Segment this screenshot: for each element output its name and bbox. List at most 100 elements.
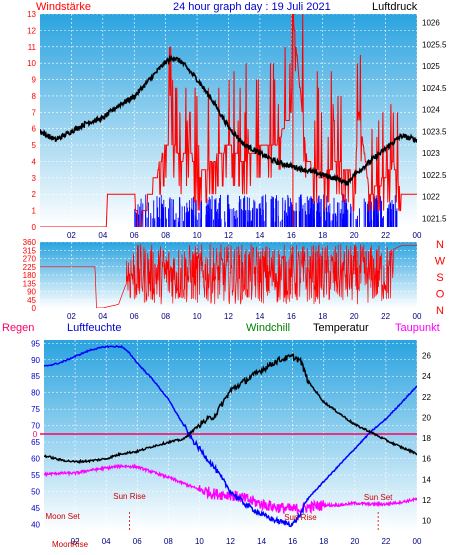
panel1-right-tick: 1023.5 xyxy=(422,127,447,136)
panel3-right-tick: 12 xyxy=(422,496,431,505)
panel2-left-tick: 360 xyxy=(23,238,37,247)
panel1-left-tick: 0 xyxy=(32,223,37,232)
astro-annotation: Sun Set xyxy=(364,493,393,502)
panel3-x-tick: 00 xyxy=(413,537,422,546)
panel2-left-tick: 270 xyxy=(23,255,37,264)
panel1-left-tick: 10 xyxy=(27,59,36,68)
legend-taupunkt: Taupunkt xyxy=(395,322,440,334)
panel1-left-tick: 5 xyxy=(32,141,37,150)
panel3-left-tick: 60 xyxy=(31,455,40,464)
panel2-x-tick: 14 xyxy=(255,312,264,321)
panel3-right-tick: 14 xyxy=(422,475,431,484)
panel3-x-tick: 10 xyxy=(195,537,204,546)
astro-annotation: Sun Rise xyxy=(284,513,317,522)
panel3-x-tick: 14 xyxy=(257,537,266,546)
panel3-x-tick: 08 xyxy=(164,537,173,546)
wind-speed-line xyxy=(40,14,417,227)
panel3-left-tick: 95 xyxy=(31,339,40,348)
panel1-right-tick: 1026 xyxy=(422,19,440,28)
legend-windchill: Windchill xyxy=(246,322,290,334)
panel2-series xyxy=(40,243,417,308)
panel1-left-tick: 2 xyxy=(32,190,37,199)
panel3-right-tick: 26 xyxy=(422,351,431,360)
temperature-line xyxy=(44,353,417,465)
panel1-x-tick: 00 xyxy=(413,231,422,240)
panel1-x-tick: 18 xyxy=(318,231,327,240)
panel2-x-tick: 20 xyxy=(350,312,359,321)
panel1-right-tick: 1025.5 xyxy=(422,40,447,49)
panel2-x-tick: 16 xyxy=(287,312,296,321)
astro-annotation: Sun Rise xyxy=(113,492,146,501)
panel3-right-tick: 22 xyxy=(422,393,431,402)
panel3-left-tick: 50 xyxy=(31,487,40,496)
compass-label: W xyxy=(435,256,446,268)
panel3-right-tick: 24 xyxy=(422,372,431,381)
panel1-left-tick: 9 xyxy=(32,76,37,85)
panel3-left-tick: 90 xyxy=(31,356,40,365)
panel1-x-tick: 14 xyxy=(255,231,264,240)
panel2-left-tick: 315 xyxy=(23,246,37,255)
panel1-right-tick: 1022.5 xyxy=(422,171,447,180)
panel1-x-tick: 22 xyxy=(381,231,390,240)
panel1-left-tick: 8 xyxy=(32,92,37,101)
panel3-left-tick: 55 xyxy=(31,471,40,480)
panel2-x-tick: 10 xyxy=(193,312,202,321)
panel1-left-tick: 11 xyxy=(28,43,37,52)
dewpoint-line xyxy=(44,463,417,515)
rain-zero-label: 0 xyxy=(33,430,38,439)
panel1-x-tick: 08 xyxy=(161,231,170,240)
panel2-x-tick: 08 xyxy=(161,312,170,321)
panel2-x-tick: 12 xyxy=(224,312,233,321)
panel1-right-tick: 1024 xyxy=(422,106,440,115)
panel3-right-tick: 16 xyxy=(422,455,431,464)
moonrise-label: MoonRise xyxy=(52,540,89,549)
panel1-left-tick: 7 xyxy=(32,108,37,117)
panel2-left-tick: 90 xyxy=(27,288,36,297)
panel1-x-tick: 10 xyxy=(193,231,202,240)
panel1-right-tick: 1025 xyxy=(422,62,440,71)
panel1-x-tick: 06 xyxy=(130,231,139,240)
compass-label: N xyxy=(436,239,444,251)
panel1-x-tick: 04 xyxy=(98,231,107,240)
panel3-left-tick: 75 xyxy=(31,405,40,414)
panel3-series xyxy=(44,344,417,528)
legend-luftfeuchte: Luftfeuchte xyxy=(67,322,121,334)
header-title: 24 hour graph day : 19 Juli 2021 xyxy=(173,1,331,13)
panel1-left-tick: 1 xyxy=(32,207,37,216)
panel1-left-tick: 12 xyxy=(27,26,36,35)
panel2-x-tick: 02 xyxy=(67,312,76,321)
panel2-x-tick: 06 xyxy=(130,312,139,321)
panel3-left-tick: 45 xyxy=(31,504,40,513)
panel3-x-tick: 02 xyxy=(71,537,80,546)
panel1-left-tick: 13 xyxy=(27,10,36,19)
panel1-left-tick: 4 xyxy=(32,157,37,166)
header-left-label: Windstärke xyxy=(36,1,91,13)
panel1-x-tick: 20 xyxy=(350,231,359,240)
pressure-line xyxy=(40,54,417,187)
panel3-x-tick: 20 xyxy=(350,537,359,546)
panel3-x-tick: 18 xyxy=(319,537,328,546)
panel3-left-tick: 85 xyxy=(31,372,40,381)
panel3-left-tick: 65 xyxy=(31,438,40,447)
panel3-left-tick: 40 xyxy=(31,520,40,529)
panel1-x-tick: 16 xyxy=(287,231,296,240)
panel2-left-tick: 180 xyxy=(23,271,37,280)
panel1-right-tick: 1022 xyxy=(422,193,440,202)
panel2-x-tick: 04 xyxy=(98,312,107,321)
compass-label: N xyxy=(436,305,444,317)
compass-label: S xyxy=(436,272,443,284)
panel3-x-tick: 12 xyxy=(226,537,235,546)
panel3-right-tick: 18 xyxy=(422,434,431,443)
panel2-left-tick: 135 xyxy=(23,279,37,288)
legend-temperatur: Temperatur xyxy=(313,322,369,334)
legend-regen: Regen xyxy=(2,322,34,334)
panel1-left-tick: 6 xyxy=(32,125,37,134)
astro-annotation: Moon Set xyxy=(46,512,81,521)
panel3-right-tick: 20 xyxy=(422,413,431,422)
wind-direction-line xyxy=(40,243,417,308)
panel2-left-tick: 225 xyxy=(23,263,37,272)
panel2-left-tick: 45 xyxy=(27,296,36,305)
compass-label: O xyxy=(436,289,445,301)
panel3-left-tick: 70 xyxy=(31,422,40,431)
